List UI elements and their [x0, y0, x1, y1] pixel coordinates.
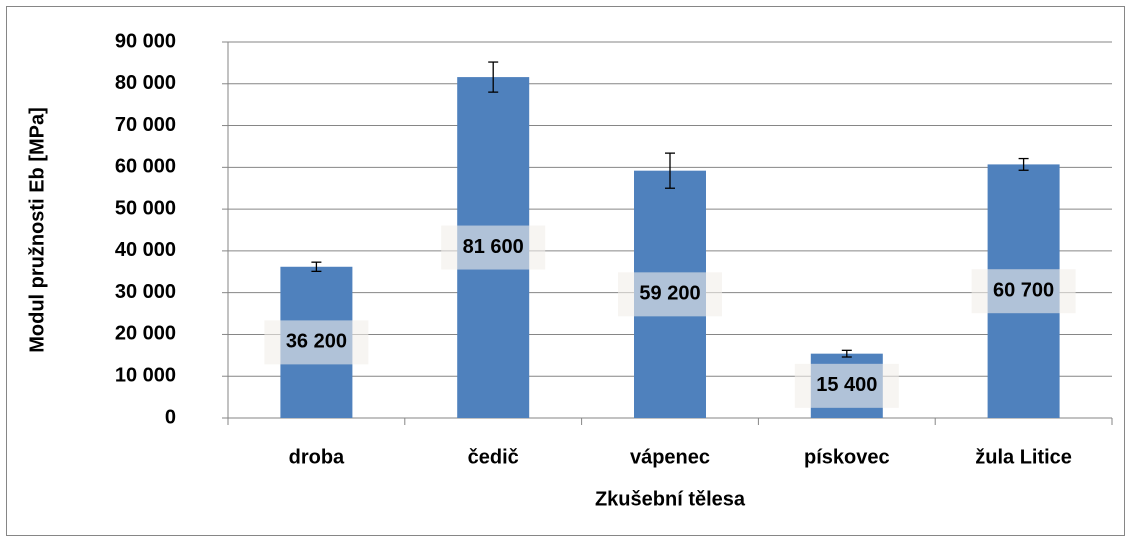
data-label-box [618, 272, 722, 317]
y-tick-label: 10 000 [115, 365, 176, 387]
y-tick-label: 0 [165, 406, 176, 428]
data-label-box [441, 225, 546, 270]
x-tick-label: droba [289, 446, 345, 468]
x-tick-label: pískovec [804, 446, 890, 468]
y-tick-label: 90 000 [115, 30, 176, 52]
x-tick-label: čedič [468, 446, 519, 468]
y-tick-label: 70 000 [115, 114, 176, 136]
x-tick-label: žula Litice [975, 446, 1072, 468]
y-tick-label: 60 000 [115, 156, 176, 178]
data-label: 36 200 [286, 331, 347, 353]
y-tick-label: 30 000 [115, 281, 176, 303]
x-axis-title: Zkušební tělesa [595, 488, 746, 510]
data-label-box [971, 269, 1076, 314]
y-axis-title: Modul pružnosti Eb [MPa] [26, 107, 48, 353]
data-label-box [794, 363, 899, 408]
data-label: 81 600 [463, 236, 524, 258]
y-tick-label: 40 000 [115, 239, 176, 261]
data-label-box [264, 320, 369, 365]
x-tick-label: vápenec [630, 446, 710, 468]
data-label: 60 700 [993, 279, 1054, 301]
chart-frame [6, 6, 1125, 536]
y-tick-label: 50 000 [115, 197, 176, 219]
y-tick-label: 80 000 [115, 72, 176, 94]
data-label: 59 200 [639, 283, 700, 305]
y-tick-label: 20 000 [115, 323, 176, 345]
data-label: 15 400 [816, 374, 877, 396]
